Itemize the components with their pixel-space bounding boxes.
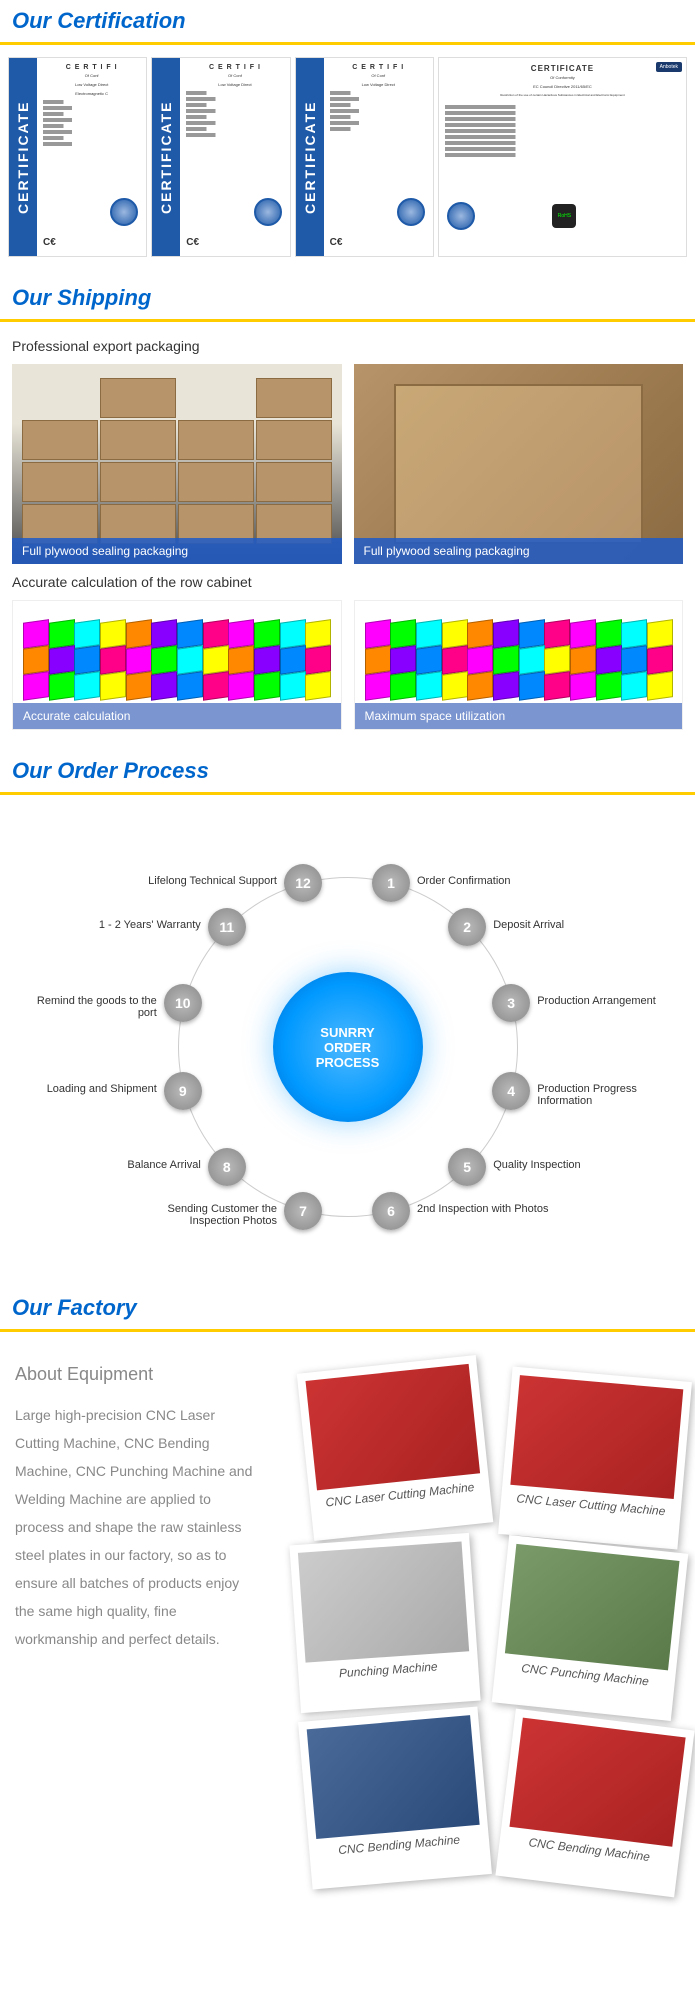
- container-caption: Maximum space utilization: [355, 703, 683, 729]
- certificate-spine: CERTIFICATE: [152, 58, 180, 256]
- process-step-node: 3: [492, 984, 530, 1022]
- certificate-body: Anbotek CERTIFICATE Of Conformity EC Cou…: [439, 58, 686, 256]
- factory-photo-image: [306, 1364, 481, 1491]
- process-step-node: 5: [448, 1148, 486, 1186]
- process-center-text: SUNRRY: [320, 1025, 374, 1040]
- factory-text: About Equipment Large high-precision CNC…: [15, 1364, 255, 1884]
- container-caption: Accurate calculation: [13, 703, 341, 729]
- certificate-heading: CERTIFICATE: [445, 64, 680, 73]
- process-step-label: Lifelong Technical Support: [137, 875, 277, 887]
- shipping-sublabel: Professional export packaging: [0, 334, 695, 358]
- process-step-node: 1: [372, 864, 410, 902]
- process-center-text: PROCESS: [316, 1055, 380, 1070]
- section-title-process: Our Order Process: [0, 750, 695, 795]
- ce-mark: C€: [330, 237, 343, 248]
- process-step-node: 7: [284, 1192, 322, 1230]
- ce-mark: C€: [43, 237, 56, 248]
- certificate-subtitle: Low Voltage Direct: [186, 82, 283, 87]
- certificate-subtitle: Electromagnetic C: [43, 91, 140, 96]
- certificate-body: C E R T I F I Of Conf Low Voltage Direct…: [37, 58, 146, 256]
- process-step-label: Sending Customer the Inspection Photos: [137, 1203, 277, 1227]
- shipping-row: Full plywood sealing packaging Full plyw…: [0, 358, 695, 570]
- certificate-body: C E R T I F I Of Conf Low Voltage Direct…: [180, 58, 289, 256]
- certificate-card: CERTIFICATE C E R T I F I Of Conf Low Vo…: [8, 57, 147, 257]
- process-step-node: 2: [448, 908, 486, 946]
- certificate-subtitle: Low Voltage Direct: [43, 82, 140, 87]
- packaging-caption: Full plywood sealing packaging: [354, 538, 684, 564]
- process-step-label: 1 - 2 Years' Warranty: [61, 919, 201, 931]
- packaging-photo: Full plywood sealing packaging: [354, 364, 684, 564]
- factory-photo-card: CNC Punching Machine: [492, 1535, 689, 1721]
- factory-photo-card: CNC Bending Machine: [495, 1709, 694, 1898]
- process-diagram: SUNRRY ORDER PROCESS 1 Order Confirmation…: [0, 807, 695, 1287]
- process-step-label: Order Confirmation: [417, 875, 557, 887]
- process-step-label: Production Progress Information: [537, 1083, 677, 1107]
- process-step-node: 6: [372, 1192, 410, 1230]
- factory-photo-card: Punching Machine: [289, 1533, 480, 1713]
- process-step-label: Remind the goods to the port: [17, 995, 157, 1019]
- process-step-label: Deposit Arrival: [493, 919, 633, 931]
- certificate-subtitle: Of Conf: [330, 73, 427, 78]
- container-diagram: Accurate calculation: [12, 600, 342, 730]
- factory-heading: About Equipment: [15, 1364, 255, 1385]
- process-step-label: Production Arrangement: [537, 995, 677, 1007]
- process-step-node: 12: [284, 864, 322, 902]
- certificate-subtitle: Of Conformity: [445, 75, 680, 80]
- certificate-stamp-icon: [254, 198, 282, 226]
- process-step-node: 11: [208, 908, 246, 946]
- process-center: SUNRRY ORDER PROCESS: [273, 972, 423, 1122]
- process-step-label: Balance Arrival: [61, 1159, 201, 1171]
- process-step-node: 4: [492, 1072, 530, 1110]
- certificate-subtitle: Of Conf: [43, 73, 140, 78]
- packaging-caption: Full plywood sealing packaging: [12, 538, 342, 564]
- factory-body: Large high-precision CNC Laser Cutting M…: [15, 1401, 255, 1653]
- certificate-heading: C E R T I F I: [186, 64, 283, 71]
- certificate-subtitle: Restriction of the use of certain Hazard…: [445, 93, 680, 97]
- process-step-node: 9: [164, 1072, 202, 1110]
- factory-photo-image: [307, 1715, 480, 1839]
- packaging-photo: Full plywood sealing packaging: [12, 364, 342, 564]
- shipping-sublabel: Accurate calculation of the row cabinet: [0, 570, 695, 594]
- factory-photo-card: CNC Laser Cutting Machine: [498, 1366, 692, 1549]
- process-step-label: 2nd Inspection with Photos: [417, 1203, 557, 1215]
- factory-photo-image: [505, 1544, 680, 1671]
- certificate-heading: C E R T I F I: [330, 64, 427, 71]
- ce-mark: C€: [186, 237, 199, 248]
- process-step-label: Quality Inspection: [493, 1159, 633, 1171]
- certificate-stamp-icon: [397, 198, 425, 226]
- certificate-card-wide: Anbotek CERTIFICATE Of Conformity EC Cou…: [438, 57, 687, 257]
- factory-photo-image: [509, 1718, 685, 1847]
- certification-row: CERTIFICATE C E R T I F I Of Conf Low Vo…: [0, 57, 695, 277]
- factory-photo-caption: Punching Machine: [306, 1657, 471, 1682]
- certificate-spine: CERTIFICATE: [296, 58, 324, 256]
- certificate-body: C E R T I F I Of Conf Low Voltage Direct…: [324, 58, 433, 256]
- certificate-subtitle: EC Council Directive 2011/65/EC: [445, 84, 680, 89]
- certificate-stamp-icon: [447, 202, 475, 230]
- certificate-subtitle: Of Conf: [186, 73, 283, 78]
- factory-photo-image: [298, 1541, 469, 1662]
- factory-section: About Equipment Large high-precision CNC…: [0, 1344, 695, 1904]
- section-title-factory: Our Factory: [0, 1287, 695, 1332]
- process-step-label: Loading and Shipment: [17, 1083, 157, 1095]
- factory-photos: CNC Laser Cutting MachineCNC Laser Cutti…: [275, 1364, 680, 1884]
- section-title-certification: Our Certification: [0, 0, 695, 45]
- certificate-card: CERTIFICATE C E R T I F I Of Conf Low Vo…: [151, 57, 290, 257]
- certificate-card: CERTIFICATE C E R T I F I Of Conf Low Vo…: [295, 57, 434, 257]
- process-step-node: 10: [164, 984, 202, 1022]
- certificate-heading: C E R T I F I: [43, 64, 140, 71]
- section-title-shipping: Our Shipping: [0, 277, 695, 322]
- certificate-spine: CERTIFICATE: [9, 58, 37, 256]
- container-diagram: Maximum space utilization: [354, 600, 684, 730]
- factory-photo-card: CNC Bending Machine: [298, 1706, 492, 1889]
- factory-photo-image: [510, 1375, 683, 1499]
- rohs-badge-icon: RoHS: [552, 204, 576, 228]
- certificate-stamp-icon: [110, 198, 138, 226]
- process-center-text: ORDER: [324, 1040, 371, 1055]
- anbotek-badge: Anbotek: [656, 62, 682, 72]
- certificate-subtitle: Low Voltage Direct: [330, 82, 427, 87]
- container-row: Accurate calculation Maximum space utili…: [0, 594, 695, 750]
- process-step-node: 8: [208, 1148, 246, 1186]
- factory-photo-card: CNC Laser Cutting Machine: [297, 1355, 494, 1541]
